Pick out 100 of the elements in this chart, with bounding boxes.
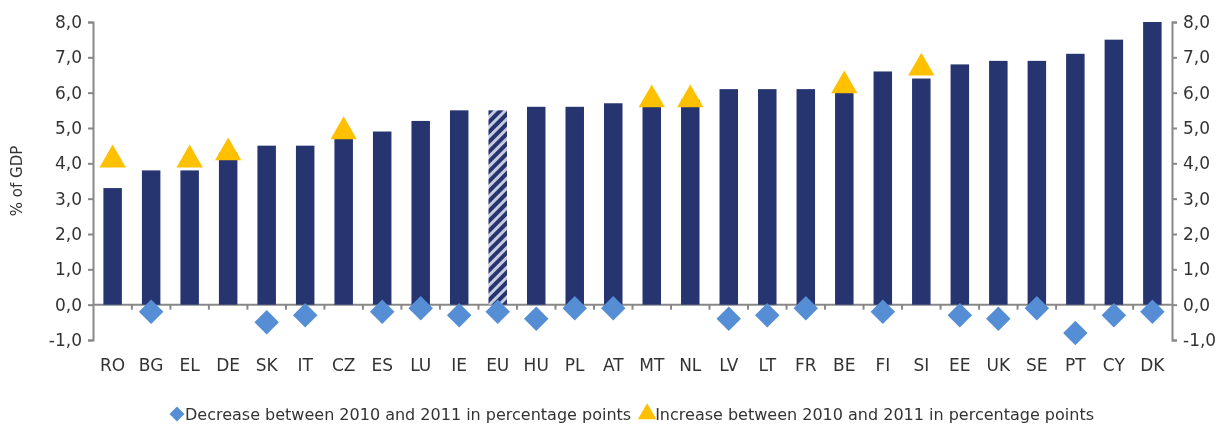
x-tick-label: CZ — [331, 355, 356, 375]
x-tick-label: CY — [1102, 355, 1126, 375]
bar — [488, 110, 507, 305]
legend-label: Increase between 2010 and 2011 in percentage points — [655, 405, 1095, 424]
x-tick-label: PT — [1065, 355, 1087, 375]
y-tick-label: 7,0 — [54, 47, 82, 68]
bar — [372, 131, 392, 305]
bar — [257, 145, 276, 305]
point — [986, 306, 1011, 332]
bar — [411, 120, 430, 305]
x-tick-label: UK — [986, 355, 1011, 375]
point — [1140, 299, 1165, 324]
x-tick-label: MT — [639, 355, 665, 375]
point — [176, 144, 203, 168]
y2-tick-label: 5,0 — [1183, 117, 1211, 138]
x-tick-label: SI — [913, 355, 930, 375]
x-tick-label: NL — [679, 355, 702, 375]
y-tick-label: 2,0 — [54, 223, 82, 244]
x-tick-label: AT — [602, 355, 625, 375]
y-tick-label: 5,0 — [54, 117, 82, 138]
bar — [642, 106, 661, 305]
bar — [1104, 39, 1124, 305]
y2-tick-label: 3,0 — [1183, 188, 1211, 209]
y2-tick-label: 0,0 — [1183, 294, 1211, 315]
point — [908, 52, 935, 76]
point — [254, 310, 279, 335]
bar — [141, 170, 161, 305]
bar — [604, 103, 623, 305]
bar — [758, 89, 777, 305]
legend-label: Decrease between 2010 and 2011 in percentage points — [184, 405, 632, 424]
point — [99, 144, 126, 168]
point — [793, 295, 819, 321]
point — [638, 84, 665, 108]
y-tick-label: 1,0 — [54, 259, 82, 280]
point — [485, 299, 510, 324]
bar — [295, 145, 315, 305]
x-tick-label: IT — [297, 355, 314, 375]
x-tick-label: LV — [719, 355, 739, 375]
y-tick-label: 3,0 — [54, 188, 82, 209]
x-tick-label: EE — [949, 355, 971, 375]
point — [408, 295, 433, 321]
point — [523, 306, 549, 332]
bar — [912, 78, 931, 305]
bar — [1066, 53, 1085, 305]
x-tick-label: BE — [833, 355, 856, 375]
x-tick-label: FI — [875, 355, 891, 375]
point — [446, 303, 472, 328]
bar — [681, 99, 700, 305]
point — [947, 303, 973, 328]
y2-tick-label: 4,0 — [1183, 153, 1211, 174]
bar — [565, 106, 584, 305]
y-axis-title: % of GDP — [8, 145, 26, 217]
bar — [1143, 22, 1162, 305]
x-tick-label: HU — [523, 355, 549, 375]
x-tick-label: LU — [410, 355, 432, 375]
x-tick-label: ES — [371, 355, 393, 375]
x-tick-label: RO — [100, 355, 126, 375]
bar — [334, 138, 353, 305]
x-tick-label: EL — [179, 355, 201, 375]
bar — [719, 89, 739, 305]
point — [215, 137, 242, 161]
bar — [873, 71, 893, 305]
bar — [449, 110, 469, 305]
bar — [950, 64, 970, 305]
x-tick-label: PL — [564, 355, 586, 375]
point — [330, 116, 357, 140]
y-tick-label: 0,0 — [54, 294, 82, 315]
point — [1101, 303, 1127, 328]
y2-tick-label: 8,0 — [1183, 11, 1211, 32]
bar — [989, 60, 1008, 305]
y2-tick-label: 2,0 — [1183, 223, 1211, 244]
point — [677, 84, 704, 108]
point — [1063, 320, 1088, 346]
x-tick-label: DE — [216, 355, 241, 375]
point — [716, 306, 742, 332]
y-tick-label: 6,0 — [54, 82, 82, 103]
point — [562, 295, 587, 321]
y2-tick-label: 1,0 — [1183, 259, 1211, 280]
point — [1024, 295, 1050, 321]
y-tick-label: -1,0 — [48, 329, 82, 350]
y-tick-label: 4,0 — [54, 153, 82, 174]
bar — [180, 170, 199, 305]
x-tick-label: FR — [794, 355, 817, 375]
y-tick-label: 8,0 — [54, 11, 82, 32]
point — [870, 299, 896, 324]
y2-tick-label: 7,0 — [1183, 47, 1211, 68]
x-tick-label: IE — [451, 355, 468, 375]
point — [831, 70, 858, 94]
bar — [526, 106, 546, 305]
x-tick-label: EU — [486, 355, 510, 375]
x-tick-label: BG — [138, 355, 164, 375]
x-tick-label: LT — [758, 355, 777, 375]
point — [755, 303, 780, 328]
point — [369, 299, 395, 324]
bar — [796, 89, 816, 305]
point — [292, 303, 318, 328]
bar — [103, 188, 122, 305]
bar — [1027, 60, 1047, 305]
y2-tick-label: -1,0 — [1183, 329, 1217, 350]
x-tick-label: DK — [1140, 355, 1166, 375]
